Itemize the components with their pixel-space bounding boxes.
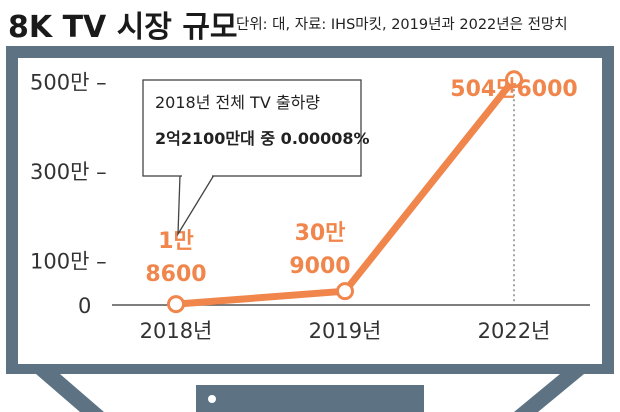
chart-title: 8K TV 시장 규모	[8, 10, 238, 45]
x-tick-label-2: 2022년	[478, 319, 551, 343]
soundbar-light	[208, 395, 216, 403]
callout-box	[142, 79, 362, 177]
data-point-0	[167, 295, 185, 314]
data-labels: 1만 8600 30만 9000 504만6000	[145, 77, 577, 287]
x-axis-ticks: 2018년 2019년 2022년	[140, 319, 551, 343]
data-label-1-0: 30만	[295, 221, 346, 246]
callout-line2: 2억2100만대 중 0.00008%	[155, 129, 370, 148]
y-tick-label-3: 500만 –	[30, 70, 107, 94]
y-tick-label-2: 300만 –	[30, 160, 107, 184]
data-label-2-0: 504만6000	[450, 77, 577, 102]
data-label-0-1: 8600	[145, 262, 206, 287]
data-point-2	[505, 70, 523, 89]
tv-leg-left	[36, 374, 104, 412]
callout-line1: 2018년 전체 TV 출하량	[155, 93, 320, 112]
data-label-1-1: 9000	[289, 254, 350, 279]
y-tick-label-1: 100만 –	[30, 249, 107, 273]
x-tick-label-0: 2018년	[140, 319, 213, 343]
data-label-0-0: 1만	[158, 229, 194, 254]
y-tick-label-0: 0	[78, 294, 91, 318]
x-tick-label-1: 2019년	[309, 319, 382, 343]
tv-leg-right	[514, 374, 584, 412]
data-points	[167, 70, 523, 314]
tv-soundbar	[196, 385, 424, 412]
chart-subtitle: 단위: 대, 자료: IHS마킷, 2019년과 2022년은 전망치	[236, 17, 568, 33]
chart-header: 8K TV 시장 규모 단위: 대, 자료: IHS마킷, 2019년과 202…	[8, 0, 620, 45]
y-axis-ticks: 0 100만 – 300만 – 500만 –	[30, 70, 107, 318]
data-point-1	[336, 282, 354, 301]
